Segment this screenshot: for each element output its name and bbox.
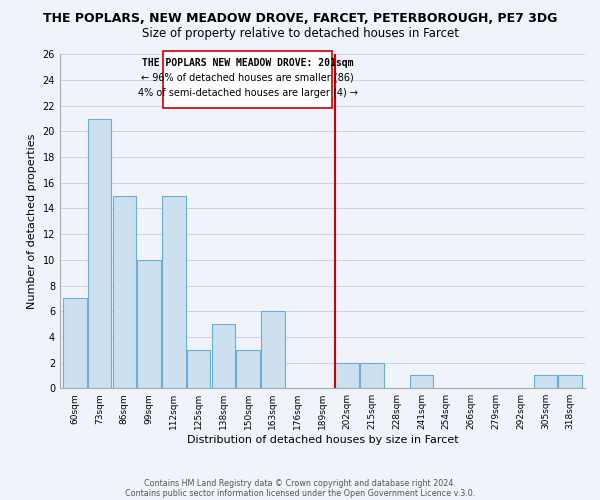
Text: Contains HM Land Registry data © Crown copyright and database right 2024.: Contains HM Land Registry data © Crown c…	[144, 478, 456, 488]
X-axis label: Distribution of detached houses by size in Farcet: Distribution of detached houses by size …	[187, 435, 458, 445]
Text: Size of property relative to detached houses in Farcet: Size of property relative to detached ho…	[142, 28, 458, 40]
Bar	[236, 350, 260, 388]
Bar	[533, 376, 557, 388]
Bar	[261, 311, 284, 388]
Bar	[335, 362, 359, 388]
Bar	[113, 196, 136, 388]
Bar	[63, 298, 86, 388]
Bar	[187, 350, 211, 388]
FancyBboxPatch shape	[163, 50, 332, 108]
Text: ← 96% of detached houses are smaller (86): ← 96% of detached houses are smaller (86…	[141, 72, 354, 83]
Text: 4% of semi-detached houses are larger (4) →: 4% of semi-detached houses are larger (4…	[137, 88, 358, 99]
Bar	[360, 362, 384, 388]
Y-axis label: Number of detached properties: Number of detached properties	[27, 134, 37, 309]
Bar	[162, 196, 185, 388]
Bar	[137, 260, 161, 388]
Text: THE POPLARS, NEW MEADOW DROVE, FARCET, PETERBOROUGH, PE7 3DG: THE POPLARS, NEW MEADOW DROVE, FARCET, P…	[43, 12, 557, 26]
Text: Contains public sector information licensed under the Open Government Licence v.: Contains public sector information licen…	[125, 488, 475, 498]
Bar	[88, 118, 112, 388]
Text: THE POPLARS NEW MEADOW DROVE: 201sqm: THE POPLARS NEW MEADOW DROVE: 201sqm	[142, 58, 353, 68]
Bar	[559, 376, 582, 388]
Bar	[410, 376, 433, 388]
Bar	[212, 324, 235, 388]
